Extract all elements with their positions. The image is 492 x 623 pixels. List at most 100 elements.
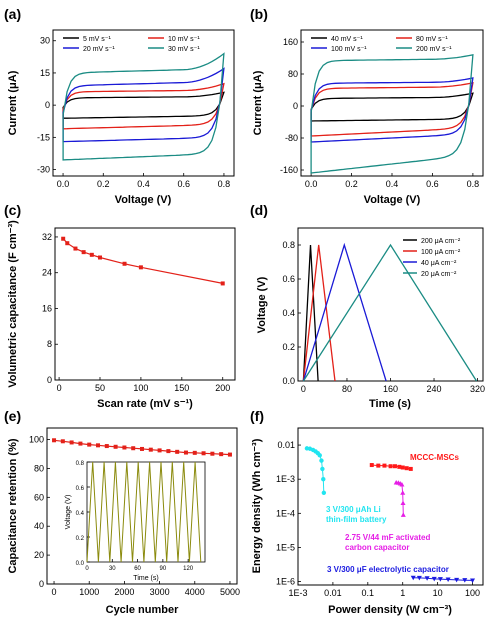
panel-d: (d) 0 80 160 240 320 0.0 0.2 0.4 0.6 0.8 200 μA cm…: [250, 202, 485, 410]
panel-b-xtick-label: 0.6: [426, 179, 439, 189]
retention-point: [113, 444, 118, 449]
panel-f-xtick-label: 1E-3: [288, 588, 307, 598]
panel-c-ytick-label: 8: [47, 339, 52, 349]
ragone-point-3: [410, 575, 416, 581]
inset-ytick-label: 0.2: [76, 536, 85, 542]
gcd-curve-0: [302, 244, 319, 382]
plot-area-b: 0.0 0.2 0.4 0.6 0.8 -160 -80 0 80 160 40 mV s⁻¹ 80 …: [280, 36, 479, 189]
ylabel-e: Capacitance retention (%): [7, 438, 19, 573]
retention-point: [140, 446, 144, 451]
retention-point: [87, 442, 92, 447]
capacitance-point: [65, 241, 70, 246]
panel-e-ytick-label: 0: [39, 579, 44, 589]
ragone-point-2: [400, 490, 406, 495]
inset-plot-area: 0 30 60 90 120 0.0 0.2 0.4 0.6 0.8: [76, 461, 202, 572]
panel-e: (e) 0 1000 2000 3000 4000 5000 0 20 40 60 80 100 Cy…: [4, 408, 240, 616]
plot-area-e: 0 1000 2000 3000 4000 5000 0 20 40 60 80 100: [29, 435, 240, 597]
panel-f-ytick-label: 1E-6: [276, 577, 295, 587]
legend-label-0: 40 mV s⁻¹: [331, 36, 363, 43]
plot-frame-a: [52, 29, 235, 177]
inset-xtick-label: 120: [183, 566, 194, 572]
cv-curve-2: [310, 77, 474, 143]
retention-point: [157, 448, 162, 453]
capacitance-point: [122, 261, 127, 266]
ragone-point-0: [388, 464, 393, 469]
panel-a-xtick-label: 0.8: [218, 179, 231, 189]
plot-area-a: 0.0 0.2 0.4 0.6 0.8 -30 -15 0 15 30 5 mV s⁻¹ 10 mV …: [37, 36, 230, 189]
xlabel-b: Voltage (V): [364, 194, 421, 206]
capacitance-point: [81, 250, 86, 255]
plot-area-f: 1E-3 0.01 0.1 1 10 100 1E-6 1E-5 1E-4 1E-3 0.01: [276, 440, 480, 598]
panel-f-xtick-label: 100: [465, 588, 480, 598]
gcd-curve-3: [302, 243, 478, 382]
panel-label-a: (a): [4, 6, 21, 22]
ragone-point-3: [424, 576, 430, 581]
capacitance-line: [62, 238, 223, 284]
gcd-curve-1: [302, 244, 336, 382]
legend-label-3: 20 μA cm⁻²: [421, 271, 457, 278]
legend-label-3: 30 mV s⁻¹: [168, 46, 200, 53]
panel-d-ytick-label: 0.4: [282, 308, 295, 318]
panel-d-xtick-label: 320: [470, 384, 485, 394]
legend-label-1: 100 μA cm⁻²: [421, 249, 461, 256]
inset-xtick-label: 30: [109, 566, 116, 572]
ragone-point-3: [416, 575, 422, 581]
inset-ytick-label: 0.4: [76, 511, 85, 517]
panel-c-ytick-label: 0: [47, 375, 52, 385]
legend-label-2: 100 mV s⁻¹: [331, 46, 367, 53]
panel-f-xtick-label: 1: [400, 588, 405, 598]
retention-point: [227, 452, 232, 457]
capacitance-point: [138, 265, 143, 270]
retention-point: [60, 439, 65, 444]
ragone-point-3: [470, 578, 476, 583]
panel-b-xtick-label: 0.8: [467, 179, 480, 189]
panel-c: (c) 0 50 100 150 200 0 8 16 24 32 Scan rate (mV s…: [4, 202, 236, 410]
retention-point: [148, 447, 153, 452]
panel-a-ytick-label: -15: [37, 132, 50, 142]
cv-curve-0: [62, 91, 225, 119]
ylabel-d: Voltage (V): [256, 276, 268, 333]
capacitance-point: [98, 255, 102, 260]
panel-a-xtick-label: 0.2: [97, 179, 110, 189]
panel-f-xtick-label: 0.1: [362, 588, 375, 598]
panel-label-f: (f): [250, 408, 264, 424]
panel-f: (f) 1E-3 0.01 0.1 1 10 100 1E-6 1E-5 1E-4 1E-3 0.0…: [250, 408, 484, 616]
panel-e-xtick-label: 5000: [220, 587, 240, 597]
ragone-point-0: [404, 466, 409, 471]
annotation-ac-1: 2.75 V/44 mF activated: [345, 533, 430, 542]
ragone-point-1: [321, 476, 326, 482]
ragone-point-1: [319, 458, 324, 463]
annotation-li-2: thin-film battery: [326, 515, 387, 524]
panel-c-ytick-label: 24: [42, 268, 52, 278]
retention-point: [192, 450, 197, 455]
legend-label-2: 20 mV s⁻¹: [83, 46, 115, 53]
capacitance-point: [220, 281, 225, 286]
panel-f-ytick-label: 0.01: [277, 440, 295, 450]
legend-label-3: 200 mV s⁻¹: [416, 46, 452, 53]
panel-b-xtick-label: 0.2: [345, 179, 358, 189]
inset-xtick-label: 0: [85, 566, 89, 572]
panel-e-xtick-label: 2000: [114, 587, 134, 597]
ylabel-c: Volumetric capacitance (F cm⁻³): [7, 220, 19, 388]
retention-point: [78, 441, 83, 446]
panel-e-xtick-label: 3000: [150, 587, 170, 597]
panel-d-ytick-label: 0.8: [282, 240, 295, 250]
xlabel-f: Power density (W cm⁻³): [328, 604, 452, 616]
panel-f-ytick-label: 1E-4: [276, 508, 295, 518]
ragone-point-1: [317, 453, 322, 458]
panel-d-xtick-label: 80: [342, 384, 352, 394]
ragone-point-2: [400, 500, 406, 506]
panel-label-e: (e): [4, 408, 21, 424]
panel-b-xtick-label: 0.0: [305, 179, 318, 189]
xlabel-c: Scan rate (mV s⁻¹): [97, 398, 193, 410]
legend-label-0: 5 mV s⁻¹: [83, 36, 111, 43]
ragone-point-1: [320, 466, 325, 472]
panel-b-ytick-label: 160: [283, 37, 298, 47]
cv-curve-1: [62, 82, 225, 130]
cv-curve-3: [62, 52, 225, 161]
retention-point: [175, 449, 180, 454]
cv-curve-2: [62, 67, 225, 143]
capacitance-point: [89, 252, 94, 257]
inset-cycling-curve: [86, 461, 202, 563]
